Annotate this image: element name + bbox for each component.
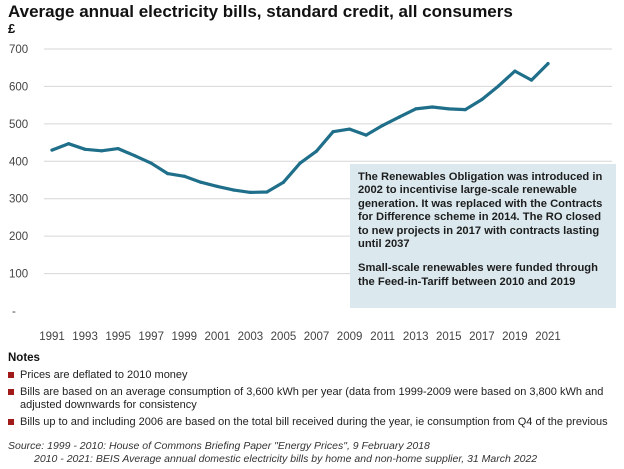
note-item: Prices are deflated to 2010 money [8,369,618,382]
x-tick-labels: 1991 1993 1995 1997 1999 2001 2003 2005 2007 2009… [39,331,561,343]
source-line-2: 2010 - 2021: BEIS Average annual domesti… [34,453,538,465]
x-tick-label: 2007 [304,331,330,343]
source-citation: Source: 1999 - 2010: House of Commons Br… [8,440,618,466]
x-tick-label: 2001 [205,331,231,343]
y-tick-label: 700 [9,44,28,56]
data-point [331,130,335,134]
data-point [447,107,451,111]
data-point [298,161,302,165]
x-tick-label: 1993 [72,331,98,343]
annotation-paragraph-2: Small-scale renewables were funded throu… [358,262,598,288]
x-tick-label: 1997 [138,331,164,343]
x-tick-label: 1995 [105,331,131,343]
x-tick-label: 2017 [469,331,495,343]
data-point [182,174,186,178]
data-point [83,147,87,151]
data-point [430,105,434,109]
data-point [397,115,401,119]
x-tick-label: 2009 [337,331,363,343]
note-item: Bills are based on an average consumptio… [8,386,618,412]
data-point [166,172,170,176]
bullet-square-icon [8,419,14,425]
data-point [116,146,120,151]
notes-list: Prices are deflated to 2010 money Bills … [8,369,618,433]
data-point [199,180,203,184]
data-points [50,61,550,194]
data-point [232,188,236,192]
data-point [133,154,137,158]
note-text: Bills are based on an average consumptio… [20,386,604,411]
y-tick-label: 500 [9,119,28,131]
x-tick-label: 2005 [271,331,297,343]
data-point [281,180,286,184]
y-tick-label: 100 [9,269,28,281]
data-point [480,97,484,102]
note-text: Prices are deflated to 2010 money [20,369,188,381]
notes-title: Notes [8,352,40,364]
data-point [50,148,54,152]
data-point [149,161,153,165]
data-point [348,127,352,131]
data-point [314,149,319,153]
bullet-square-icon [8,389,14,395]
x-tick-label: 2011 [370,331,395,343]
y-axis-unit: £ [8,21,16,36]
data-point [381,123,385,127]
y-tick-label: 400 [9,156,28,168]
y-tick-label: 300 [9,194,28,206]
x-tick-label: 1991 [39,331,65,343]
data-point [529,78,534,82]
y-tick-label: 200 [9,231,28,243]
x-tick-label: 2003 [238,331,264,343]
y-tick-label: 600 [9,81,28,93]
chart-title: Average annual electricity bills, standa… [8,2,513,21]
x-tick-label: 2019 [502,331,528,343]
y-tick-label: - [12,306,16,318]
x-tick-label: 2021 [535,331,561,343]
data-point [248,190,252,194]
note-item: Bills up to and including 2006 are based… [8,416,618,429]
data-point [513,69,517,73]
x-tick-label: 2013 [403,331,429,343]
data-point [100,149,104,153]
data-point [414,107,418,111]
data-point [463,108,467,112]
data-point [546,61,550,66]
y-tick-labels: 700 600 500 400 300 200 100 - [9,44,28,318]
data-point [364,133,368,137]
x-tick-label: 2015 [436,331,462,343]
note-text: Bills up to and including 2006 are based… [20,416,608,428]
source-line-1: Source: 1999 - 2010: House of Commons Br… [8,440,430,452]
data-point [215,184,219,188]
x-tick-label: 1999 [171,331,197,343]
annotation-box: The Renewables Obligation was introduced… [350,164,616,308]
data-point [496,84,500,88]
bullet-square-icon [8,372,14,378]
data-point [265,190,269,194]
annotation-paragraph-1: The Renewables Obligation was introduced… [358,171,603,251]
data-point [66,142,71,146]
